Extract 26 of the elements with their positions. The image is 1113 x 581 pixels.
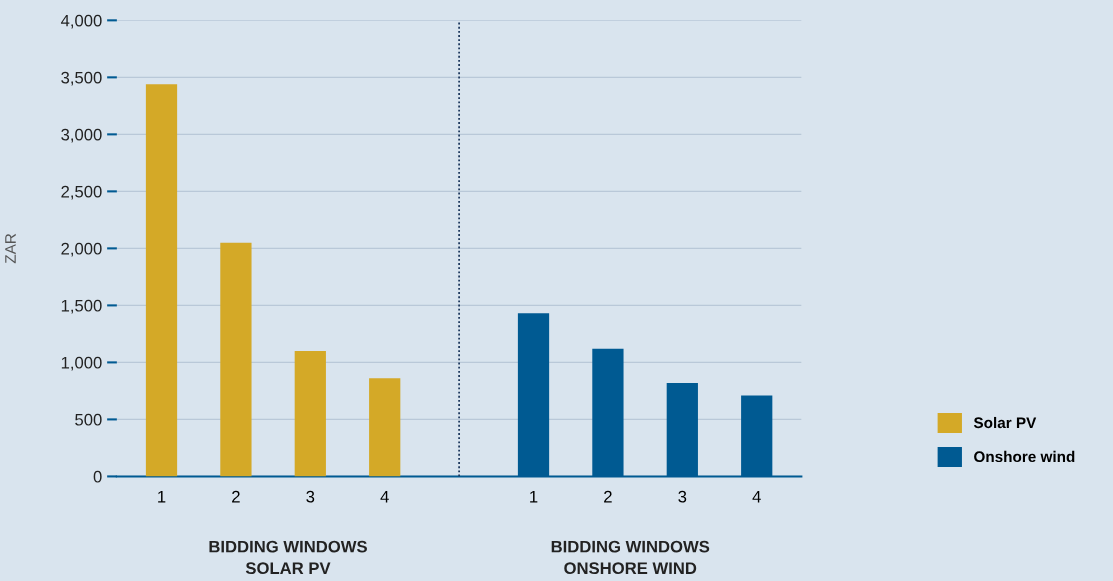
x-tick-label: 3: [678, 490, 687, 503]
bar: [369, 378, 401, 477]
text: BIDDING WINDOWS SOLAR PV: [209, 540, 367, 575]
y-tick-label: 1,500: [61, 299, 102, 314]
y-tick-label: 2,500: [61, 185, 102, 200]
x-tick-label: 4: [380, 490, 389, 503]
x-tick-label: 3: [306, 490, 315, 503]
legend-label: Onshore wind: [974, 450, 1075, 463]
y-tick-label: 0: [93, 470, 102, 483]
x-tick-label: 2: [232, 490, 240, 503]
y-tick-label: 4,000: [60, 14, 102, 29]
bar: [294, 351, 326, 477]
x-tick-label: 1: [530, 490, 538, 503]
y-tick-label: 500: [75, 413, 102, 426]
y-tick-label: 1,000: [61, 356, 102, 371]
y-tick-label: 3,000: [61, 128, 102, 143]
x-tick-label: 1: [158, 490, 166, 503]
y-axis-title: ZAR: [5, 233, 16, 264]
bar: [145, 84, 178, 477]
legend-label: Solar PV: [973, 416, 1037, 429]
x-tick-label: 4: [752, 490, 761, 503]
text: BIDDING WINDOWS ONSHORE WIND: [551, 540, 710, 575]
y-tick-label: 3,500: [61, 71, 102, 86]
y-tick-label: 2,000: [61, 242, 102, 257]
x-tick-label: 2: [604, 490, 612, 503]
bar: [220, 242, 252, 477]
